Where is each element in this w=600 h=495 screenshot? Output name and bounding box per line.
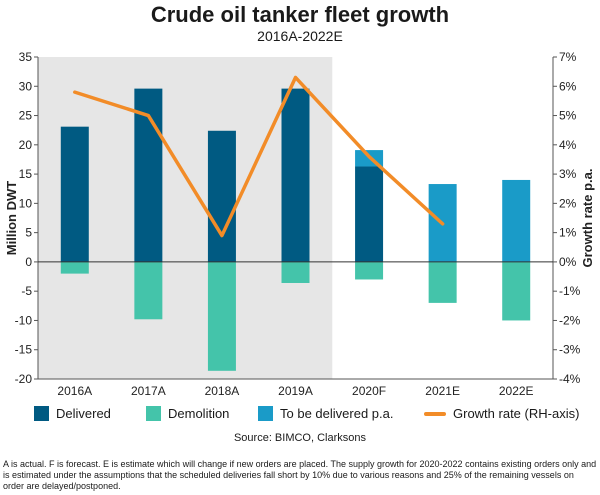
bar-demolition-2016A — [60, 261, 89, 274]
bar-demolition-2017A — [134, 261, 163, 320]
legend-swatch-demolition — [146, 406, 161, 421]
bar-delivered-2016A — [60, 126, 89, 262]
bar-delivered-2018A — [207, 130, 236, 262]
legend-label-to-be-delivered: To be delivered p.a. — [280, 406, 394, 421]
right-tick-label: -2% — [559, 313, 581, 327]
y-axis-title: Million DWT — [4, 181, 19, 255]
left-tick-label: 0 — [25, 255, 32, 269]
right-tick-label: 1% — [559, 226, 577, 240]
bar-demolition-2018A — [207, 261, 236, 371]
legend-item-delivered: Delivered — [34, 406, 111, 421]
right-tick-label: -3% — [559, 343, 581, 357]
footnote: A is actual. F is forecast. E is estimat… — [3, 459, 597, 491]
left-tick-label: 35 — [19, 50, 33, 64]
growth-line — [73, 75, 445, 238]
bar-to-be-delivered-2022E — [502, 179, 531, 262]
left-tick-label: 25 — [19, 109, 33, 123]
chart-subtitle: 2016A-2022E — [257, 28, 343, 44]
legend-item-to-be-delivered: To be delivered p.a. — [258, 406, 393, 421]
right-tick-label: 4% — [559, 138, 577, 152]
bar-demolition-2021E — [428, 261, 457, 303]
bars — [60, 88, 531, 371]
bar-demolition-2020F — [355, 261, 384, 280]
x-tick-label: 2019A — [278, 384, 313, 398]
left-tick-label: -5 — [21, 284, 32, 298]
bar-delivered-2020F — [355, 166, 384, 262]
right-tick-label: 3% — [559, 167, 577, 181]
left-tick-label: -15 — [15, 343, 33, 357]
left-tick-label: 10 — [19, 196, 33, 210]
bar-delivered-2019A — [281, 88, 310, 262]
x-tick-label: 2016A — [57, 384, 92, 398]
bar-demolition-2022E — [502, 261, 531, 321]
chart-title: Crude oil tanker fleet growth — [150, 2, 450, 27]
legend-swatch-growth-rate — [424, 411, 446, 416]
growth-rate-line — [73, 75, 445, 238]
x-tick-label: 2018A — [205, 384, 240, 398]
left-tick-label: -20 — [15, 372, 33, 386]
legend-label-demolition: Demolition — [168, 406, 230, 421]
left-tick-label: 20 — [19, 138, 33, 152]
x-tick-label: 2020F — [352, 384, 386, 398]
legend-swatch-delivered — [34, 406, 49, 421]
x-tick-label: 2022E — [499, 384, 534, 398]
legend: Delivered Demolition To be delivered p.a… — [0, 406, 600, 426]
left-tick-label: 15 — [19, 167, 33, 181]
right-tick-label: 6% — [559, 79, 577, 93]
right-tick-label: 2% — [559, 196, 577, 210]
right-tick-label: 7% — [559, 50, 577, 64]
source-note: Source: BIMCO, Clarksons — [233, 432, 367, 444]
y2-axis-title: Growth rate p.a. — [580, 169, 595, 268]
bar-demolition-2019A — [281, 261, 310, 283]
axes — [34, 56, 557, 380]
legend-label-growth-rate: Growth rate (RH-axis) — [453, 406, 580, 421]
x-tick-label: 2021E — [425, 384, 460, 398]
right-tick-label: -4% — [559, 372, 581, 386]
legend-swatch-to-be-delivered — [258, 406, 273, 421]
left-tick-label: 30 — [19, 79, 33, 93]
legend-item-demolition: Demolition — [146, 406, 229, 421]
left-tick-label: -10 — [15, 313, 33, 327]
legend-label-delivered: Delivered — [56, 406, 111, 421]
legend-item-growth-rate: Growth rate (RH-axis) — [424, 406, 579, 421]
x-tick-label: 2017A — [131, 384, 166, 398]
right-tick-label: 0% — [559, 255, 577, 269]
left-tick-label: 5 — [25, 226, 32, 240]
right-tick-label: 5% — [559, 109, 577, 123]
right-tick-label: -1% — [559, 284, 581, 298]
tick-labels: 35 30 25 20 15 10 5 0 -5 -10 -15 -20 7% 6% 5% 4% 3% 2% 1% 0… — [4, 50, 595, 398]
